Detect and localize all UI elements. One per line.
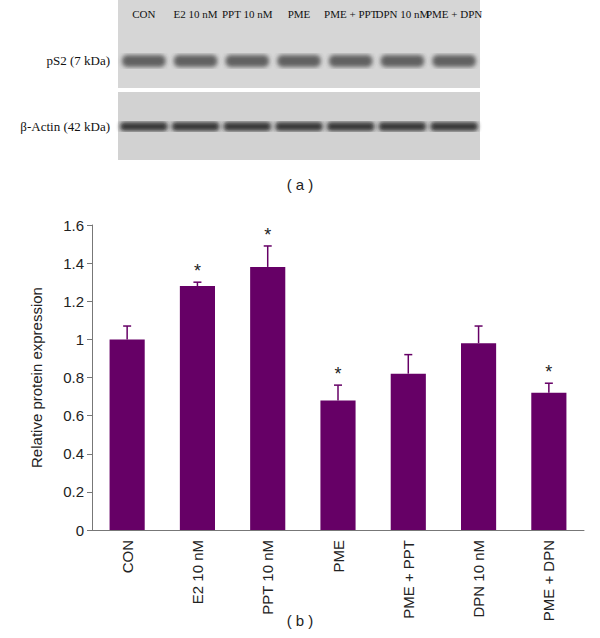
svg-text:CON: CON — [132, 8, 155, 20]
svg-text:0.8: 0.8 — [63, 369, 84, 386]
svg-text:PME + DPN: PME + DPN — [540, 540, 557, 621]
svg-text:*: * — [334, 364, 341, 384]
html-text:( b ): ( b ) — [286, 612, 314, 629]
svg-text:DPN 10 nM: DPN 10 nM — [470, 540, 487, 618]
svg-text:0.2: 0.2 — [63, 483, 84, 500]
svg-text:1.4: 1.4 — [63, 255, 84, 272]
svg-text:β-Actin (42 kDa): β-Actin (42 kDa) — [20, 119, 110, 134]
svg-text:PME + PPT: PME + PPT — [400, 540, 417, 619]
svg-text:PME + PPT: PME + PPT — [324, 8, 378, 20]
svg-text:E2 10 nM: E2 10 nM — [174, 8, 218, 20]
svg-text:0: 0 — [76, 522, 84, 539]
svg-text:*: * — [194, 261, 201, 281]
svg-text:*: * — [264, 225, 271, 245]
svg-text:1.6: 1.6 — [63, 217, 84, 234]
svg-text:pS2 (7 kDa): pS2 (7 kDa) — [46, 53, 110, 68]
svg-text:CON: CON — [119, 540, 136, 573]
svg-text:PME: PME — [330, 540, 347, 573]
svg-text:0.4: 0.4 — [63, 445, 84, 462]
svg-text:*: * — [545, 362, 552, 382]
svg-text:DPN 10 nM: DPN 10 nM — [376, 8, 430, 20]
svg-text:PPT 10 nM: PPT 10 nM — [222, 8, 273, 20]
svg-text:PME: PME — [288, 8, 311, 20]
svg-text:E2 10 nM: E2 10 nM — [189, 540, 206, 604]
html-text:( a ): ( a ) — [286, 176, 314, 193]
svg-text:0.6: 0.6 — [63, 407, 84, 424]
svg-text:PME + DPN: PME + DPN — [426, 8, 482, 20]
svg-text:1.2: 1.2 — [63, 293, 84, 310]
svg-text:Relative protein expression: Relative protein expression — [28, 287, 45, 468]
svg-text:PPT 10 nM: PPT 10 nM — [259, 540, 276, 615]
svg-text:1: 1 — [76, 331, 84, 348]
